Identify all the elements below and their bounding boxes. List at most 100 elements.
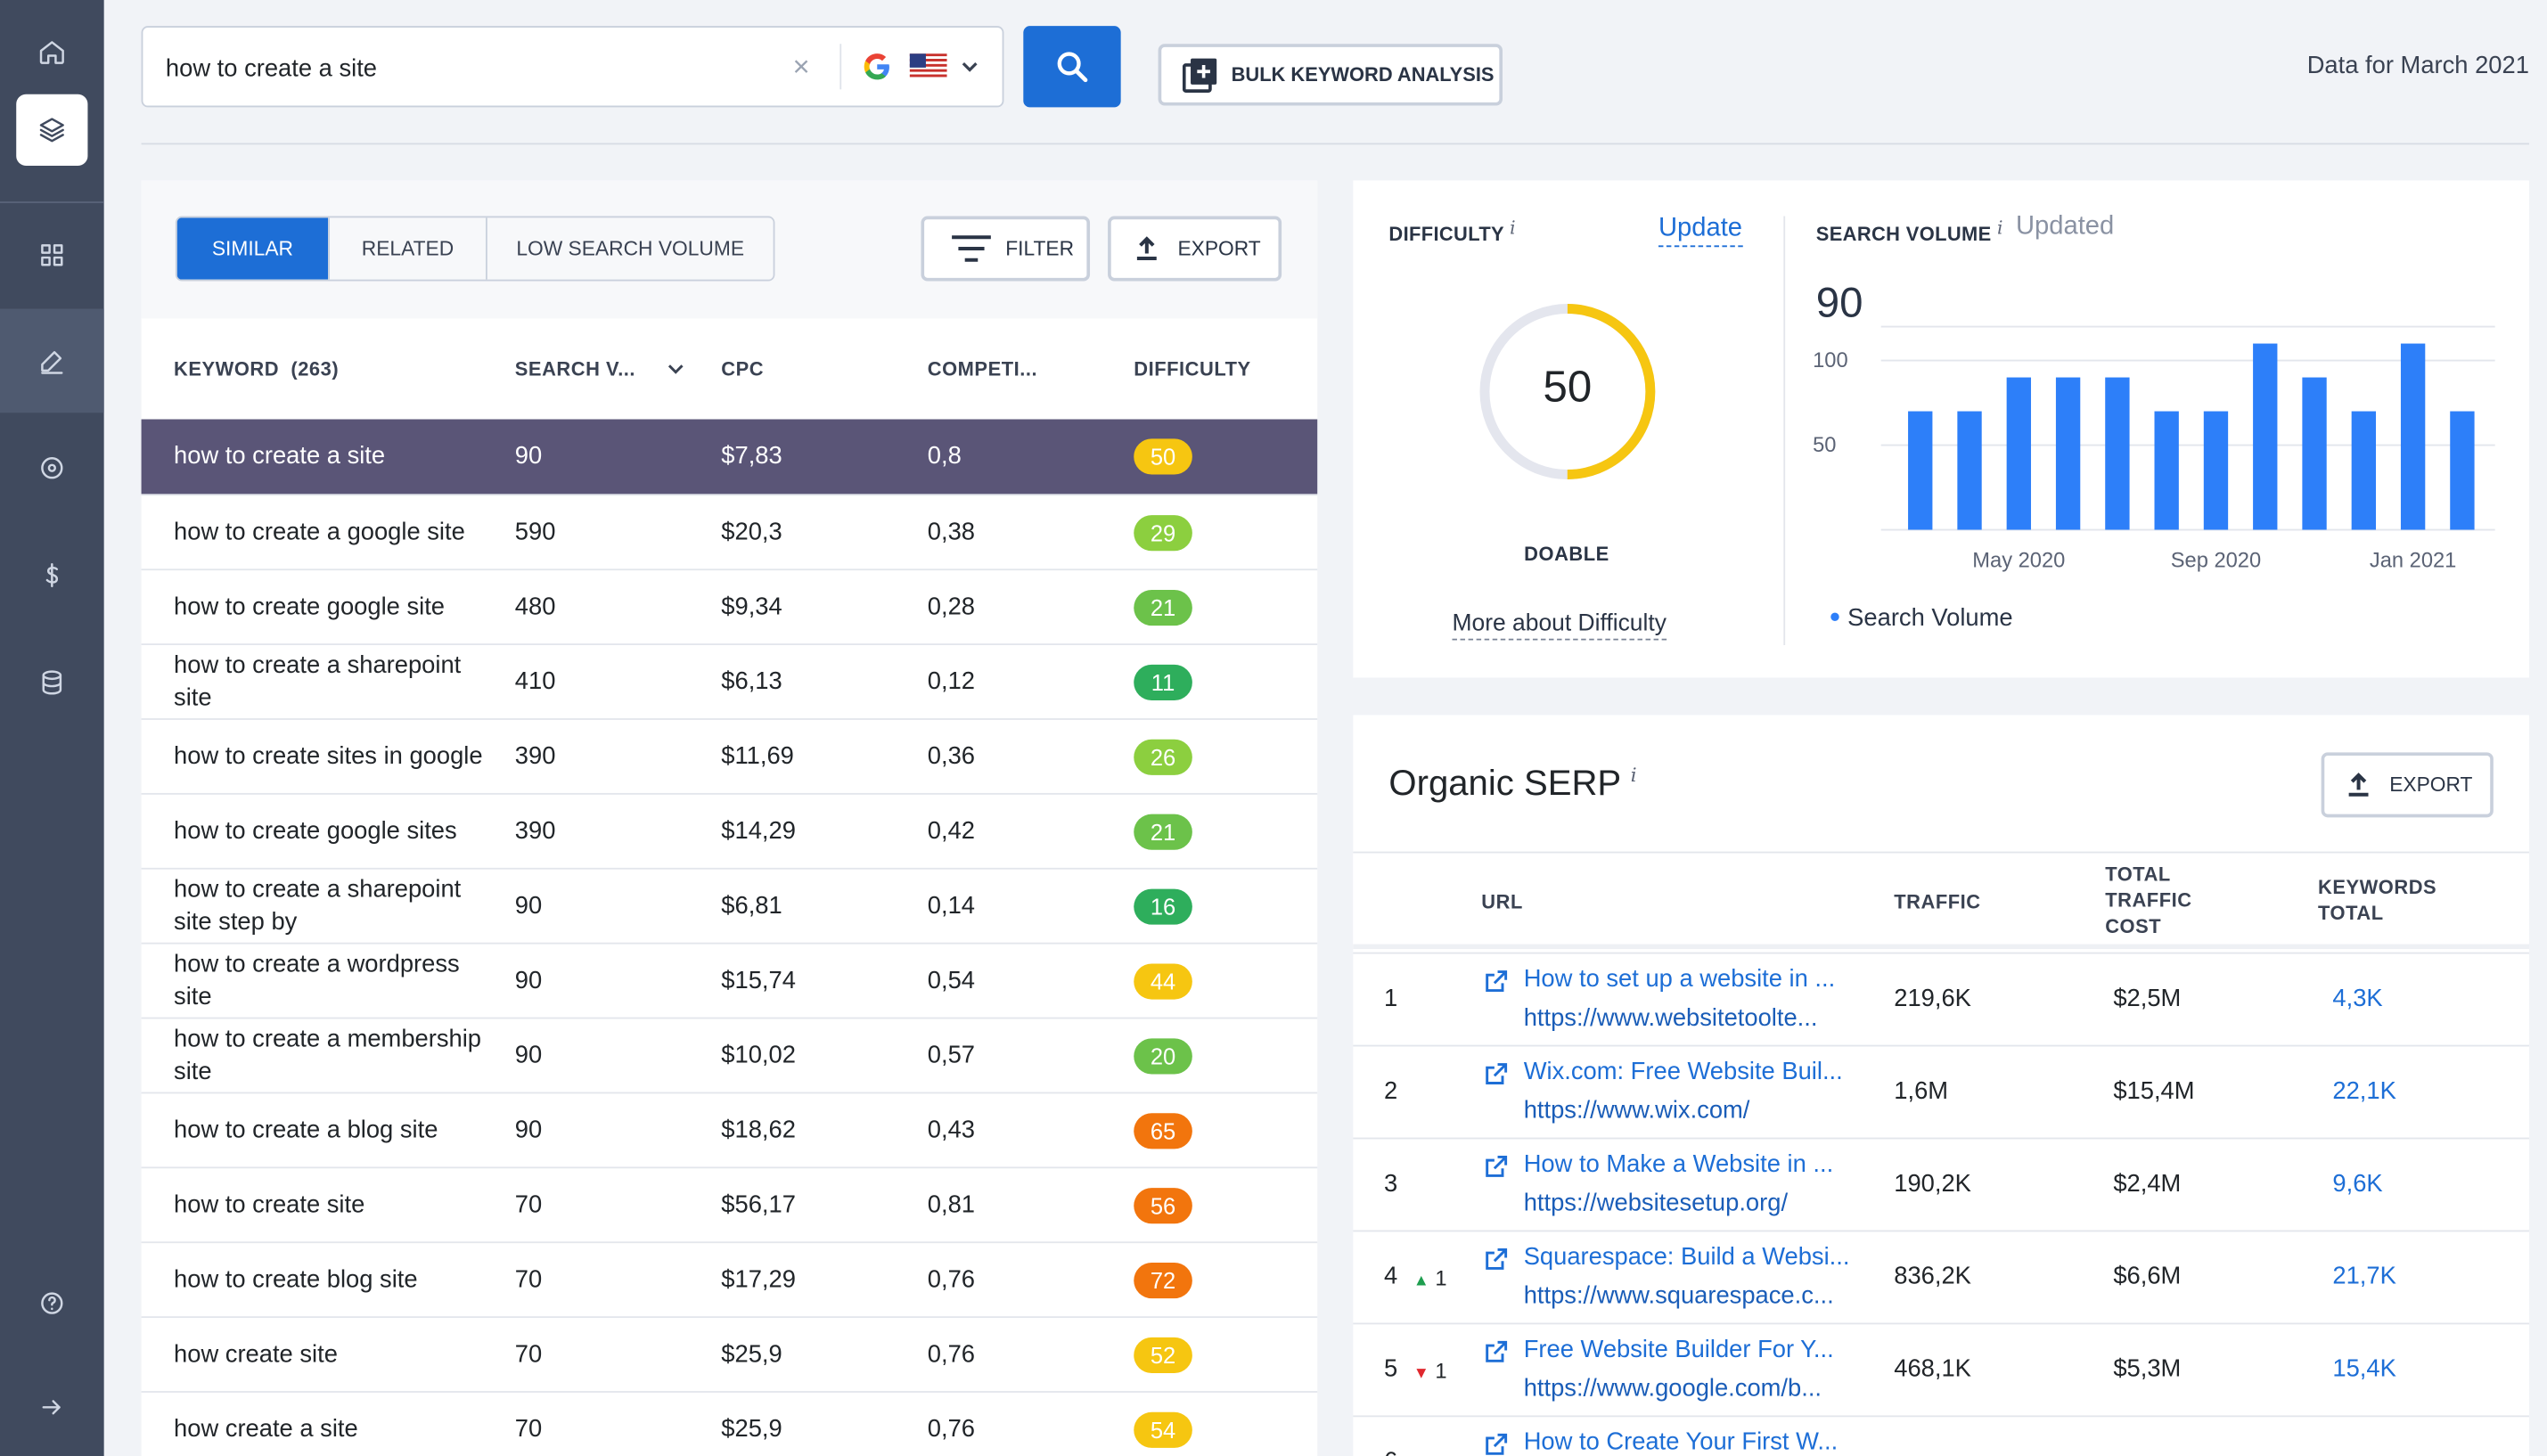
table-row[interactable]: how to create google sites 390 $14,29 0,42 2…	[141, 792, 1318, 870]
serp-header-cost[interactable]: TOTAL TRAFFIC COST	[2105, 862, 2191, 940]
serp-result-url[interactable]: https://websitesetup.org/	[1523, 1189, 1789, 1217]
gauge-fill	[1479, 304, 1656, 479]
chevron-down-icon[interactable]	[960, 57, 979, 77]
keyword-cell[interactable]: how to create a sharepoint site	[174, 651, 462, 712]
serp-result-title[interactable]: Wix.com: Free Website Buil...	[1523, 1058, 1843, 1086]
table-row[interactable]: how to create google site 480 $9,34 0,28 21	[141, 568, 1318, 643]
external-link-icon[interactable]	[1485, 1433, 1508, 1456]
update-link[interactable]: Update	[1658, 213, 1743, 248]
google-logo-icon[interactable]	[863, 52, 892, 81]
tab-low-search-volume[interactable]: LOW SEARCH VOLUME	[485, 217, 774, 280]
bulk-keyword-analysis-button[interactable]: BULK KEYWORD ANALYSIS	[1158, 44, 1503, 106]
serp-keywords-total[interactable]: 15,4K	[2332, 1354, 2396, 1383]
difficulty-badge: 44	[1134, 963, 1192, 1000]
table-row[interactable]: how to create a wordpress site 90 $15,74 0,…	[141, 942, 1318, 1018]
table-row[interactable]: how create site 70 $25,9 0,76 52	[141, 1316, 1318, 1391]
search-input[interactable]	[165, 48, 783, 88]
help-icon[interactable]	[0, 1251, 104, 1355]
serp-result-title[interactable]: How to set up a website in ...	[1523, 965, 1836, 994]
keyword-cell[interactable]: how to create sites in google	[174, 742, 483, 771]
serp-traffic-cost: $2,5M	[2113, 985, 2182, 1013]
cost-header-line1: TOTAL	[2105, 863, 2171, 886]
serp-result-url[interactable]: https://www.websitetoolte...	[1523, 1004, 1818, 1033]
table-row[interactable]: how to create a site 90 $7,83 0,8 50	[141, 419, 1318, 495]
keyword-cell[interactable]: how to create blog site	[174, 1265, 418, 1294]
keyword-cell[interactable]: how to create a blog site	[174, 1116, 438, 1144]
search-button[interactable]	[1023, 26, 1121, 108]
more-about-difficulty-link[interactable]: More about Difficulty	[1452, 609, 1667, 641]
home-icon[interactable]	[0, 0, 104, 104]
table-row[interactable]: how create a site 70 $25,9 0,76 54	[141, 1391, 1318, 1456]
external-link-icon[interactable]	[1485, 1340, 1508, 1364]
difficulty-info-icon[interactable]: i	[1510, 217, 1516, 240]
keyword-cell[interactable]: how create site	[174, 1340, 338, 1369]
competition-cell: 0,42	[927, 817, 975, 846]
table-row[interactable]: how to create a sharepoint site 410 $6,13 0…	[141, 643, 1318, 718]
serp-result-title[interactable]: Free Website Builder For Y...	[1523, 1336, 1834, 1364]
keyword-cell[interactable]: how to create site	[174, 1190, 365, 1219]
cpc-cell: $6,13	[721, 667, 782, 696]
filter-label: FILTER	[1005, 237, 1075, 260]
search-volume-title-label: SEARCH VOLUME	[1815, 222, 1992, 246]
serp-keywords-total[interactable]: 22,1K	[2332, 1077, 2396, 1106]
serp-result-url[interactable]: https://www.google.com/b...	[1523, 1374, 1822, 1403]
keyword-cell[interactable]: how create a site	[174, 1415, 358, 1444]
expand-arrow-icon[interactable]	[0, 1355, 104, 1456]
table-row[interactable]: how to create a sharepoint site step by 9…	[141, 867, 1318, 943]
column-header-difficulty[interactable]: DIFFICULTY	[1134, 357, 1251, 380]
serp-result-title[interactable]: How to Create Your First W...	[1523, 1428, 1839, 1456]
table-row[interactable]: how to create blog site 70 $17,29 0,76 72	[141, 1241, 1318, 1316]
export-button[interactable]: EXPORT	[1108, 216, 1282, 282]
external-link-icon[interactable]	[1485, 1063, 1508, 1086]
search-icon	[1057, 52, 1088, 83]
database-icon[interactable]	[0, 631, 104, 735]
target-icon[interactable]	[0, 416, 104, 520]
serp-keywords-total[interactable]: 9,6K	[2332, 1170, 2383, 1198]
serp-result-url[interactable]: https://www.squarespace.c...	[1523, 1281, 1834, 1310]
external-link-icon[interactable]	[1485, 1247, 1508, 1272]
external-link-icon[interactable]	[1485, 970, 1508, 994]
serp-keywords-total[interactable]: 21,7K	[2332, 1263, 2396, 1291]
keyword-cell[interactable]: how to create a wordpress site	[174, 950, 460, 1011]
layers-icon[interactable]	[16, 94, 88, 167]
serp-result-title[interactable]: Squarespace: Build a Websi...	[1523, 1243, 1850, 1272]
keyword-cell[interactable]: how to create a sharepoint site step by	[174, 875, 462, 937]
grid-icon[interactable]	[0, 203, 104, 307]
filter-button[interactable]: FILTER	[921, 216, 1091, 282]
column-header-search-volume[interactable]: SEARCH V...	[515, 357, 635, 380]
search-volume-info-icon[interactable]: i	[1997, 217, 2003, 240]
tab-similar[interactable]: SIMILAR	[176, 217, 329, 280]
serp-header-keywords[interactable]: KEYWORDS TOTAL	[2318, 874, 2436, 926]
serp-keywords-total[interactable]: 4,3K	[2332, 985, 2383, 1013]
table-row[interactable]: how to create a membership site 90 $10,02 0…	[141, 1017, 1318, 1092]
keyword-cell[interactable]: how to create google site	[174, 593, 446, 621]
serp-header-url[interactable]: URL	[1481, 890, 1523, 913]
card-divider	[1783, 216, 1786, 646]
keyword-cell[interactable]: how to create google sites	[174, 817, 457, 846]
keyword-cell[interactable]: how to create a site	[174, 442, 386, 470]
serp-header-traffic[interactable]: TRAFFIC	[1894, 890, 1981, 913]
search-volume-cell: 390	[514, 742, 556, 771]
column-header-competition[interactable]: COMPETI...	[927, 357, 1038, 380]
serp-result-title[interactable]: How to Make a Website in ...	[1523, 1150, 1834, 1179]
keyword-cell[interactable]: how to create a google site	[174, 518, 465, 546]
column-header-keyword[interactable]: KEYWORD (263)	[174, 357, 339, 380]
tab-related[interactable]: RELATED	[328, 217, 486, 280]
table-row[interactable]: how to create a blog site 90 $18,62 0,43 65	[141, 1092, 1318, 1167]
us-flag-icon[interactable]	[909, 53, 947, 80]
edit-icon[interactable]	[0, 308, 104, 413]
serp-export-button[interactable]: EXPORT	[2321, 752, 2494, 818]
dollar-icon[interactable]	[0, 523, 104, 627]
clear-icon[interactable]: ×	[792, 50, 810, 84]
keyword-cell[interactable]: how to create a membership site	[174, 1025, 482, 1086]
serp-result-url[interactable]: https://www.wix.com/	[1523, 1096, 1750, 1125]
table-row[interactable]: how to create sites in google 390 $11,69 0,…	[141, 718, 1318, 793]
table-row[interactable]: how to create a google site 590 $20,3 0,38 2…	[141, 494, 1318, 568]
organic-serp-info-icon[interactable]: i	[1630, 764, 1637, 787]
difficulty-cell: 21	[1134, 795, 1192, 870]
sort-desc-icon[interactable]	[667, 363, 684, 376]
table-row[interactable]: how to create site 70 $56,17 0,81 56	[141, 1166, 1318, 1241]
column-header-cpc[interactable]: CPC	[721, 357, 765, 380]
external-link-icon[interactable]	[1485, 1156, 1508, 1179]
